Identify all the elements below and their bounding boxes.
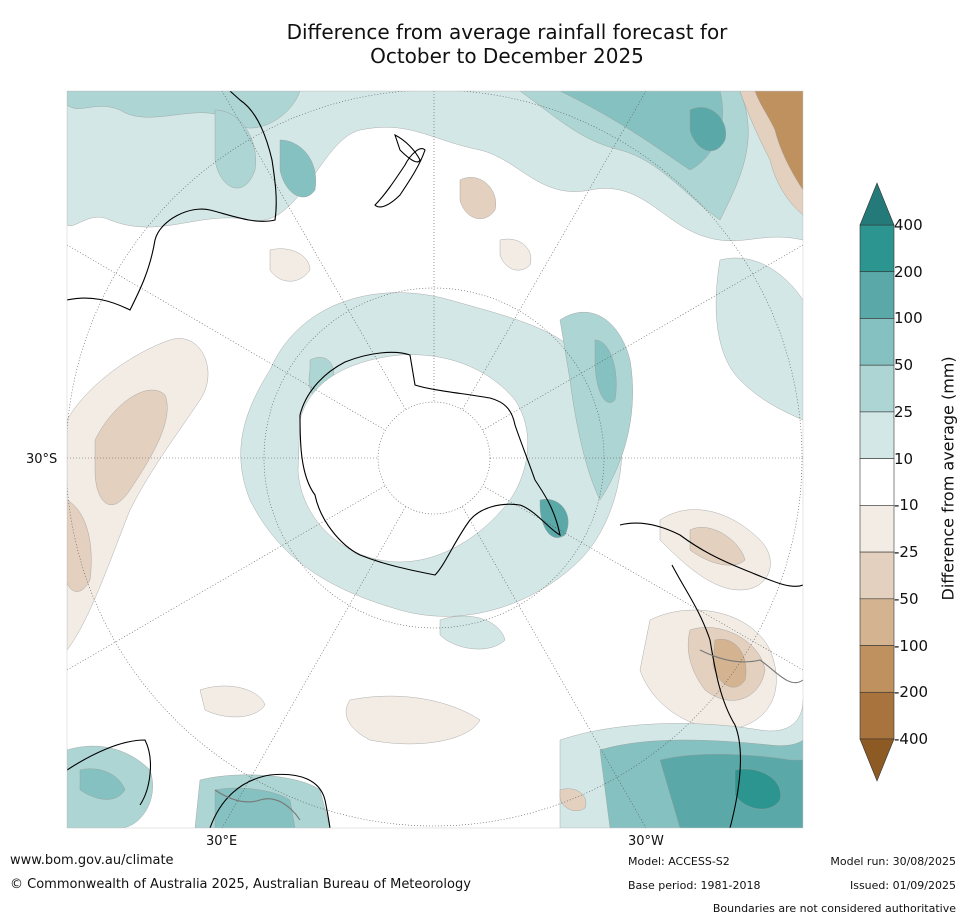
- colorbar: [859, 182, 895, 782]
- colorbar-tick-label: -400: [894, 730, 929, 748]
- colorbar-bin: [859, 411, 895, 459]
- graticule: [67, 91, 803, 828]
- colorbar-tick-label: -200: [894, 683, 929, 702]
- colorbar-tick-label: -25: [894, 543, 919, 562]
- colorbar-bins: [859, 224, 895, 740]
- colorbar-tick-label: 400: [894, 216, 923, 234]
- colorbar-bin: [859, 598, 895, 646]
- colorbar-label: Difference from average (mm): [938, 356, 958, 601]
- colorbar-tick-label: -10: [894, 496, 919, 515]
- colorbar-bin: [859, 551, 895, 600]
- map-title: Difference from average rainfall forecas…: [0, 20, 965, 68]
- colorbar-bin: [859, 691, 895, 740]
- colorbar-tick-label: 200: [894, 262, 923, 281]
- map-content: [67, 91, 803, 828]
- coastlines: [67, 91, 803, 828]
- footer-issued: Issued: 01/09/2025: [849, 879, 956, 892]
- map-title-line1: Difference from average rainfall forecas…: [286, 20, 728, 44]
- footer-model: Model: ACCESS-S2: [628, 855, 730, 868]
- footer-disclaimer: Boundaries are not considered authoritat…: [712, 902, 956, 915]
- colorbar-bin: [859, 645, 895, 693]
- antarctica-coastline: [299, 351, 561, 576]
- colorbar-extend-top: [859, 182, 895, 226]
- colorbar-tick-label: 100: [894, 309, 923, 328]
- colorbar-tick-label: 25: [894, 402, 914, 421]
- map-title-line2: October to December 2025: [370, 44, 644, 68]
- australia-coastline: [67, 91, 277, 311]
- colorbar-tick-label: -50: [894, 589, 919, 608]
- lon-label-30w: 30°W: [628, 834, 664, 849]
- south-america-coastline-east: [671, 564, 741, 828]
- colorbar-bin: [859, 505, 895, 553]
- footer-base-period: Base period: 1981-2018: [628, 879, 761, 892]
- colorbar-bin: [859, 458, 895, 506]
- africa-coastline: [209, 773, 331, 828]
- footer-website: www.bom.gov.au/climate: [10, 853, 174, 868]
- footer-model-run: Model run: 30/08/2025: [830, 855, 956, 868]
- colorbar-tick-label: 10: [894, 449, 914, 468]
- colorbar-bin: [859, 271, 895, 319]
- footer-copyright: © Commonwealth of Australia 2025, Austra…: [10, 877, 471, 892]
- anomaly-fill-layer: [67, 91, 803, 828]
- country-borders: [214, 649, 803, 821]
- colorbar-tick-label: 50: [894, 356, 914, 375]
- colorbar-bin: [859, 364, 895, 413]
- map-border: [66, 90, 804, 829]
- colorbar-tick-label: -100: [894, 636, 929, 655]
- new-zealand-north-coastline: [394, 133, 421, 163]
- south-africa-coastline: [67, 739, 151, 806]
- colorbar-extend-bottom: [859, 738, 895, 782]
- new-zealand-coastline: [374, 148, 426, 208]
- lon-label-30e: 30°E: [206, 834, 238, 849]
- south-america-coastline-north: [619, 522, 803, 587]
- colorbar-bin: [859, 318, 895, 366]
- lat-label-30s: 30°S: [26, 452, 58, 467]
- colorbar-bin: [859, 224, 895, 273]
